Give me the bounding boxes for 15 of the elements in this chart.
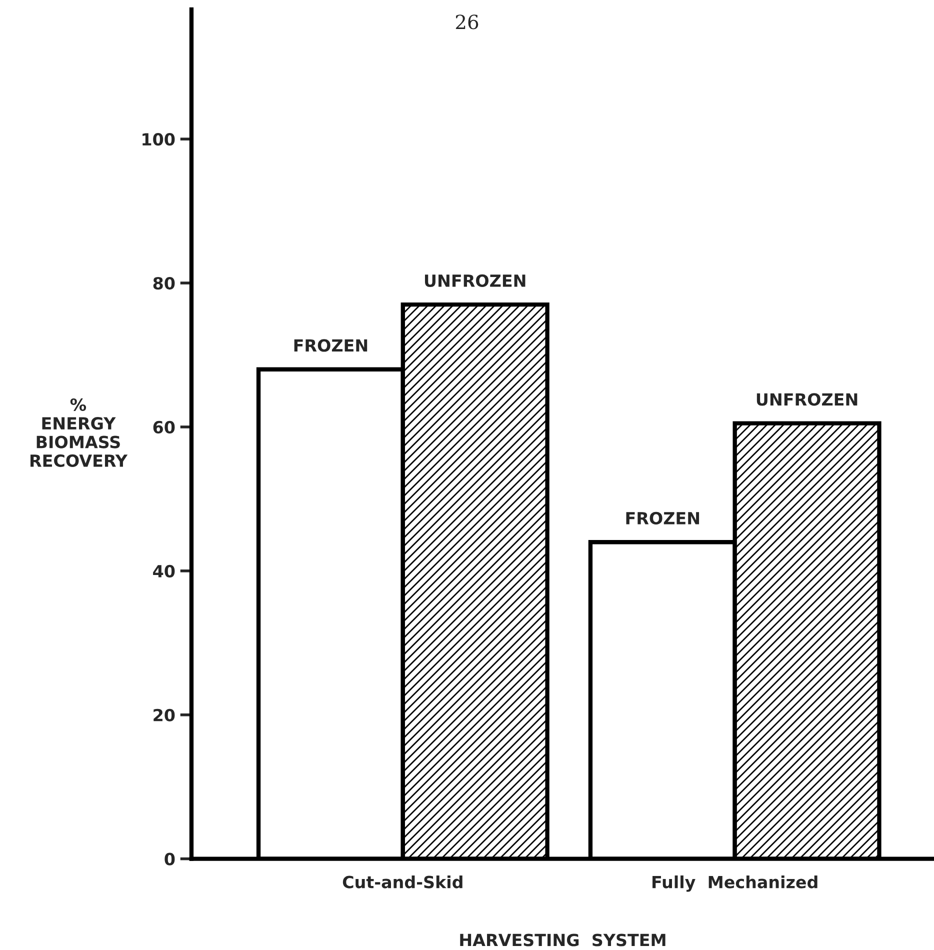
text: FROZEN — [294, 339, 368, 352]
y-tick-label: 80 — [153, 276, 175, 290]
y-tick-label: 60 — [153, 420, 175, 434]
y-axis-title: % ENERGY BIOMASS RECOVERY — [30, 398, 128, 467]
series-label: FROZEN — [626, 512, 700, 524]
x-tick-label: Cut-and-Skid — [342, 875, 462, 888]
text: UNFROZEN — [756, 393, 858, 406]
y-tick-label: 40 — [153, 564, 175, 578]
x-tick-label: Fully Mechanized — [652, 875, 818, 892]
annotation: 26 — [456, 14, 478, 30]
x-axis-title: HARVESTING SYSTEM — [460, 934, 666, 946]
series-label: UNFROZEN — [424, 274, 526, 287]
y-tick-label: 100 — [142, 133, 175, 146]
y-tick-label: 20 — [154, 708, 175, 722]
y-tick-label: 0 — [164, 852, 175, 866]
